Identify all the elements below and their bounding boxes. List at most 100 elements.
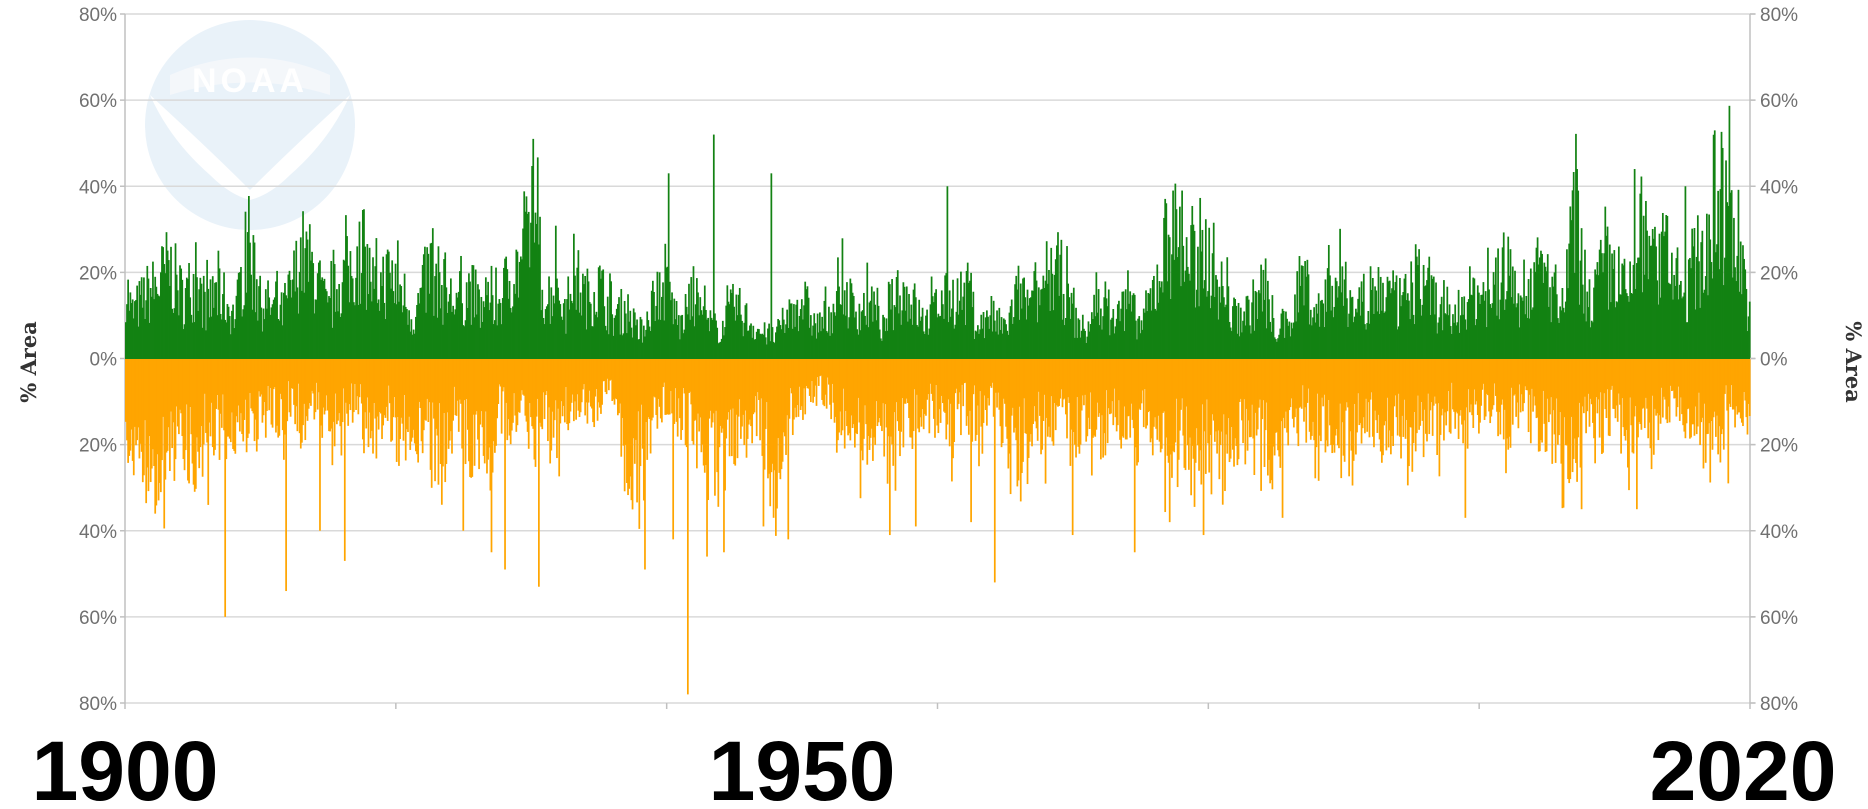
dry-bar	[439, 358, 442, 465]
wet-bar	[1441, 330, 1444, 359]
dry-bar	[675, 358, 678, 422]
wet-bar	[548, 276, 550, 359]
dry-bar	[1262, 358, 1265, 401]
wet-bar	[126, 304, 128, 359]
dry-bar	[1199, 358, 1202, 451]
wet-bar	[987, 316, 989, 359]
wet-bar	[1417, 265, 1419, 359]
dry-bar	[655, 358, 658, 416]
wet-bar	[1373, 313, 1375, 359]
wet-bar	[1291, 328, 1294, 359]
wet-bar	[442, 324, 444, 359]
wet-bar	[848, 317, 851, 359]
wet-bar	[125, 322, 127, 359]
wet-bar	[1365, 329, 1367, 359]
dry-bar	[1490, 358, 1493, 417]
wet-bar	[1289, 336, 1292, 359]
dry-bar	[1566, 358, 1568, 446]
wet-bar	[1253, 330, 1256, 359]
wet-bar	[1215, 275, 1217, 359]
dry-bar	[776, 358, 778, 509]
dry-bar	[1488, 358, 1490, 412]
dry-bar	[885, 358, 888, 428]
wet-bar	[273, 297, 276, 359]
wet-bar	[298, 271, 301, 359]
wet-bar	[937, 313, 940, 359]
wet-bar	[615, 308, 618, 359]
dry-bar	[844, 358, 847, 411]
wet-bar	[498, 299, 501, 359]
dry-bar	[132, 358, 135, 476]
dry-bar	[761, 358, 764, 456]
wet-bar	[571, 303, 574, 359]
dry-bar	[496, 358, 498, 419]
dry-bar	[1579, 358, 1582, 468]
dry-bar	[1150, 358, 1153, 439]
dry-bar	[1482, 358, 1485, 384]
year-label-1900: 1900	[32, 724, 219, 809]
dry-bar	[707, 358, 710, 501]
y-tick-label-right: 60%	[1760, 608, 1798, 629]
wet-bar	[1021, 308, 1023, 359]
wet-bar	[1639, 193, 1642, 359]
dry-bar	[603, 358, 606, 382]
wet-bar	[440, 285, 443, 359]
wet-bar	[288, 270, 291, 359]
dry-bar	[1513, 358, 1515, 396]
wet-bar	[332, 249, 335, 359]
dry-bar	[219, 358, 222, 414]
wet-bar	[1227, 286, 1230, 359]
dry-bar	[200, 358, 203, 427]
wet-bar	[595, 311, 598, 359]
wet-bar	[796, 299, 799, 359]
wet-bar	[1304, 261, 1306, 359]
wet-bar	[478, 289, 480, 359]
wet-bar	[1357, 298, 1360, 359]
dry-bar	[328, 358, 330, 432]
wet-bar	[1629, 261, 1631, 359]
wet-bar	[170, 246, 172, 359]
wet-bar	[324, 288, 327, 359]
wet-bar	[1062, 293, 1065, 359]
wet-bar	[1505, 299, 1507, 359]
dry-bar	[1305, 358, 1308, 443]
wet-bar	[194, 242, 197, 359]
wet-bar	[1640, 176, 1643, 359]
wet-bar	[870, 286, 873, 359]
wet-bar	[943, 318, 945, 359]
wet-bar	[917, 326, 919, 359]
dry-bar	[1523, 358, 1525, 404]
wet-bar	[1430, 275, 1433, 359]
dry-bar	[147, 358, 150, 492]
wet-bar	[1444, 313, 1446, 359]
dry-bar	[639, 358, 642, 467]
dry-bar	[1268, 358, 1270, 460]
wet-bar	[1713, 130, 1716, 359]
dry-bar	[477, 358, 479, 440]
wet-bar	[768, 323, 770, 359]
dry-bar	[878, 358, 881, 418]
wet-bar	[829, 335, 831, 359]
dry-bar	[1435, 358, 1437, 404]
dry-bar	[1540, 358, 1542, 441]
wet-bar	[1031, 290, 1033, 359]
dry-bar	[1392, 358, 1394, 447]
wet-bar	[938, 316, 941, 359]
wet-bar	[1660, 231, 1663, 359]
dry-bar	[1528, 358, 1531, 395]
wet-bar	[863, 292, 865, 359]
dry-bar	[1291, 358, 1294, 419]
dry-bar	[479, 358, 482, 425]
y-tick-label-left: 80%	[79, 5, 117, 26]
dry-bar	[234, 358, 237, 454]
dry-bar	[856, 358, 858, 435]
dry-bar	[1492, 358, 1495, 406]
dry-bar	[641, 358, 644, 449]
dry-bar	[1366, 358, 1369, 432]
wet-bar	[169, 285, 171, 359]
dry-bar	[1581, 358, 1584, 407]
wet-bar	[515, 249, 518, 359]
wet-bar	[1142, 308, 1145, 359]
wet-bar	[1513, 303, 1515, 359]
wet-bar	[1107, 289, 1110, 359]
